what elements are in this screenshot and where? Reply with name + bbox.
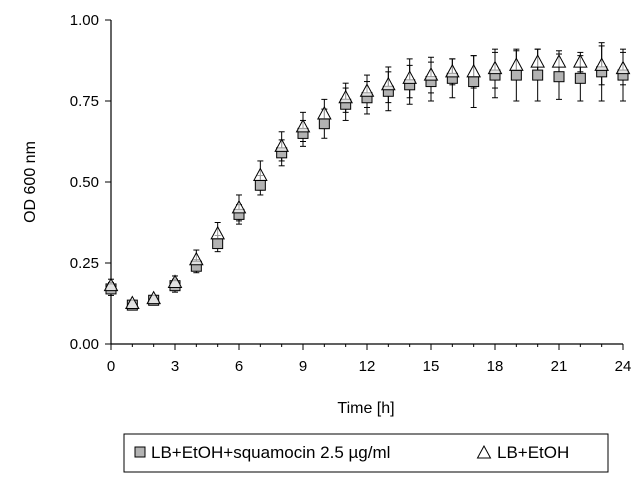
data-point-triangle: [508, 57, 524, 71]
data-point-triangle: [487, 60, 503, 75]
legend-label-squamocin: LB+EtOH+squamocin 2.5 µg/ml: [151, 443, 390, 462]
x-tick-label: 15: [423, 358, 440, 375]
legend-marker-triangle: [476, 444, 492, 459]
data-point-square: [510, 69, 522, 81]
data-point-triangle: [551, 54, 567, 68]
x-tick-label: 18: [487, 358, 504, 375]
x-axis-title: Time [h]: [337, 400, 394, 417]
data-point-triangle: [380, 76, 396, 91]
y-axis-title: OD 600 nm: [22, 141, 39, 223]
data-point-triangle: [146, 290, 162, 305]
x-tick-label: 12: [359, 358, 376, 375]
y-tick-label: 0.50: [70, 174, 99, 191]
data-point-triangle: [338, 89, 354, 104]
data-point-triangle: [188, 251, 204, 266]
x-tick-label: 6: [235, 358, 243, 375]
data-point-square: [532, 69, 544, 81]
legend-box: [123, 433, 609, 473]
data-point-square: [318, 118, 330, 130]
data-point-triangle: [530, 54, 546, 68]
data-point-triangle: [402, 70, 418, 84]
data-point-triangle: [103, 277, 119, 292]
legend-triangle-icon: [476, 444, 492, 459]
x-tick-label: 21: [551, 358, 568, 375]
y-tick-label: 0.25: [70, 255, 99, 272]
x-tick-label: 3: [171, 358, 179, 375]
data-point-square: [553, 71, 565, 83]
legend: LB+EtOH+squamocin 2.5 µg/ml LB+EtOH: [123, 433, 609, 473]
x-tick-label: 0: [107, 358, 115, 375]
x-tick-label: 24: [615, 358, 631, 375]
data-point-triangle: [423, 67, 439, 81]
data-point-triangle: [572, 54, 588, 68]
data-point-triangle: [615, 60, 631, 75]
data-point-triangle: [444, 63, 460, 78]
y-tick-label: 0.00: [70, 336, 99, 353]
data-point-triangle: [359, 83, 375, 97]
data-point-square: [254, 179, 266, 191]
data-markers: [103, 54, 631, 311]
data-point-square: [574, 72, 586, 84]
error-bars: [108, 42, 626, 309]
data-point-triangle: [252, 167, 268, 182]
data-point-triangle: [124, 295, 140, 309]
y-axis-ticks: 0.00 0.25 0.50 0.75 1.00: [70, 12, 111, 353]
data-point-triangle: [167, 274, 183, 288]
data-point-square: [468, 76, 480, 88]
x-axis-ticks: 0 3 6 9 12 15 18 21 24: [107, 344, 631, 375]
y-tick-label: 1.00: [70, 12, 99, 29]
data-point-triangle: [316, 105, 332, 120]
data-point-triangle: [231, 199, 247, 214]
data-point-square: [212, 238, 224, 250]
data-point-triangle: [295, 118, 311, 133]
axes: [110, 20, 623, 345]
x-tick-label: 9: [299, 358, 307, 375]
data-point-triangle: [274, 138, 290, 152]
legend-marker-square: [134, 446, 146, 458]
y-tick-label: 0.75: [70, 93, 99, 110]
data-point-triangle: [210, 225, 226, 240]
legend-label-etoh: LB+EtOH: [497, 443, 569, 462]
data-point-triangle: [594, 57, 610, 71]
data-point-triangle: [466, 63, 482, 78]
legend-square-icon: [134, 446, 146, 458]
